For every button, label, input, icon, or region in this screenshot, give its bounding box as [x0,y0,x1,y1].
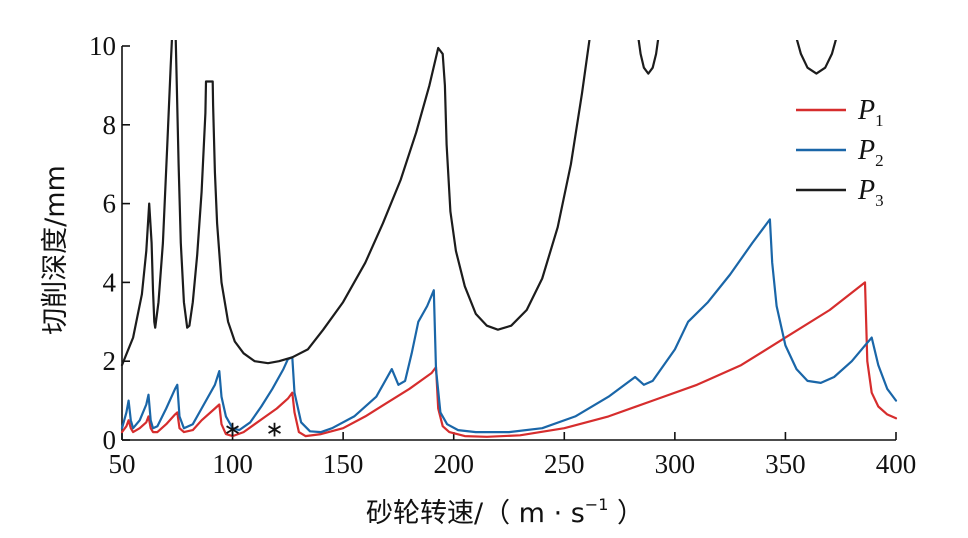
y-tick-label: 10 [89,31,116,61]
series-layer [120,40,898,438]
x-tick-label: 300 [655,449,696,479]
legend-p2-label: P2 [857,135,884,170]
asterisk-marker: ∗ [223,417,241,442]
y-tick-label: 4 [103,267,117,297]
y-tick-label: 2 [103,346,117,376]
series-p1-line [120,281,898,438]
x-axis-label: 砂轮转速/（ m · s−1 ） [366,495,644,529]
annotation-layer: ∗ ∗ [223,417,283,442]
y-tick-label: 6 [103,189,117,219]
x-tick-label: 250 [544,449,585,479]
x-axis-label-exponent: −1 [585,495,609,514]
series-p2-line [120,218,898,434]
legend: P1 P2 P3 [796,95,884,210]
x-axis-label-main: 砂轮转速/（ m · s [366,498,585,529]
series-p3-segment-1 [120,40,174,367]
y-tick-label: 8 [103,110,117,140]
y-axis-label: 切削深度/mm [40,165,71,335]
series-p3-dip-2 [795,40,837,75]
x-tick-label: 350 [765,449,806,479]
x-tick-label: 150 [323,449,364,479]
axes: 50 100 150 200 250 300 350 400 0 2 4 6 8 10 [89,31,916,479]
x-tick-label: 100 [212,449,253,479]
legend-p1-label: P1 [857,95,884,130]
x-tick-label: 50 [109,449,136,479]
y-tick-label: 0 [103,425,117,455]
legend-p3-label: P3 [857,175,884,210]
series-p3-dip-1 [637,40,660,75]
series-p3-segment-2 [174,40,591,365]
x-axis-label-tail: ） [608,498,644,529]
asterisk-marker: ∗ [265,417,283,442]
x-tick-label: 200 [433,449,474,479]
x-tick-label: 400 [876,449,917,479]
